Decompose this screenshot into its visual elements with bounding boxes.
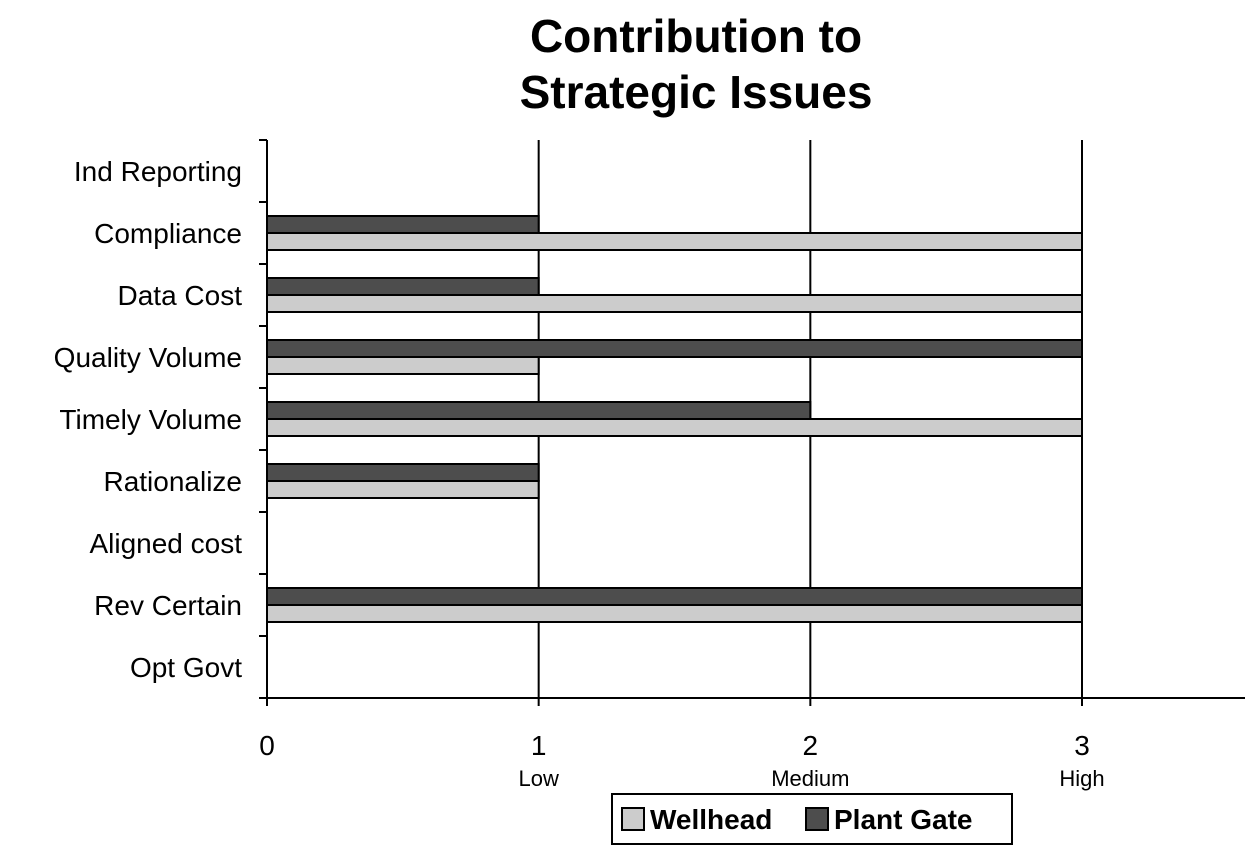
legend: Wellhead Plant Gate: [611, 793, 1013, 845]
category-label-0: Ind Reporting: [74, 156, 242, 187]
bar-plant-gate-2: [266, 277, 540, 296]
category-label-5: Rationalize: [103, 466, 242, 497]
bar-wellhead-2: [266, 294, 1083, 313]
category-label-7: Rev Certain: [94, 590, 242, 621]
category-label-4: Timely Volume: [59, 404, 242, 435]
category-label-2: Data Cost: [118, 280, 243, 311]
x-tick-labels: 0 1 Low 2 Medium 3 High: [259, 730, 1104, 791]
legend-label-plant-gate: Plant Gate: [834, 804, 972, 835]
bar-wellhead-5: [266, 480, 540, 499]
bar-wellhead-7: [266, 604, 1083, 623]
legend-label-wellhead: Wellhead: [650, 804, 772, 835]
category-label-6: Aligned cost: [89, 528, 242, 559]
category-labels: Ind Reporting Compliance Data Cost Quality …: [54, 156, 243, 683]
bar-plant-gate-3: [266, 339, 1083, 358]
category-label-3: Quality Volume: [54, 342, 242, 373]
legend-swatch-wellhead: [621, 807, 645, 831]
bar-plant-gate-7: [266, 587, 1083, 606]
bars: [266, 215, 1083, 623]
x-tick-label-1: 1: [531, 730, 547, 761]
bar-wellhead-1: [266, 232, 1083, 251]
chart-title: Contribution to Strategic Issues: [520, 10, 873, 118]
category-label-1: Compliance: [94, 218, 242, 249]
chart-title-line-2: Strategic Issues: [520, 66, 873, 118]
bar-plant-gate-5: [266, 463, 540, 482]
x-tick-sublabel-3: High: [1059, 766, 1104, 791]
bar-wellhead-3: [266, 356, 540, 375]
x-tick-label-2: 2: [803, 730, 819, 761]
legend-swatch-plant-gate: [805, 807, 829, 831]
x-tick-sublabel-1: Low: [518, 766, 558, 791]
x-tick-label-3: 3: [1074, 730, 1090, 761]
category-label-8: Opt Govt: [130, 652, 242, 683]
bar-plant-gate-1: [266, 215, 540, 234]
x-tick-label-0: 0: [259, 730, 275, 761]
axes: [259, 139, 1245, 706]
bar-plant-gate-4: [266, 401, 812, 420]
bar-wellhead-4: [266, 418, 1083, 437]
chart-title-line-1: Contribution to: [530, 10, 862, 62]
x-tick-sublabel-2: Medium: [771, 766, 849, 791]
